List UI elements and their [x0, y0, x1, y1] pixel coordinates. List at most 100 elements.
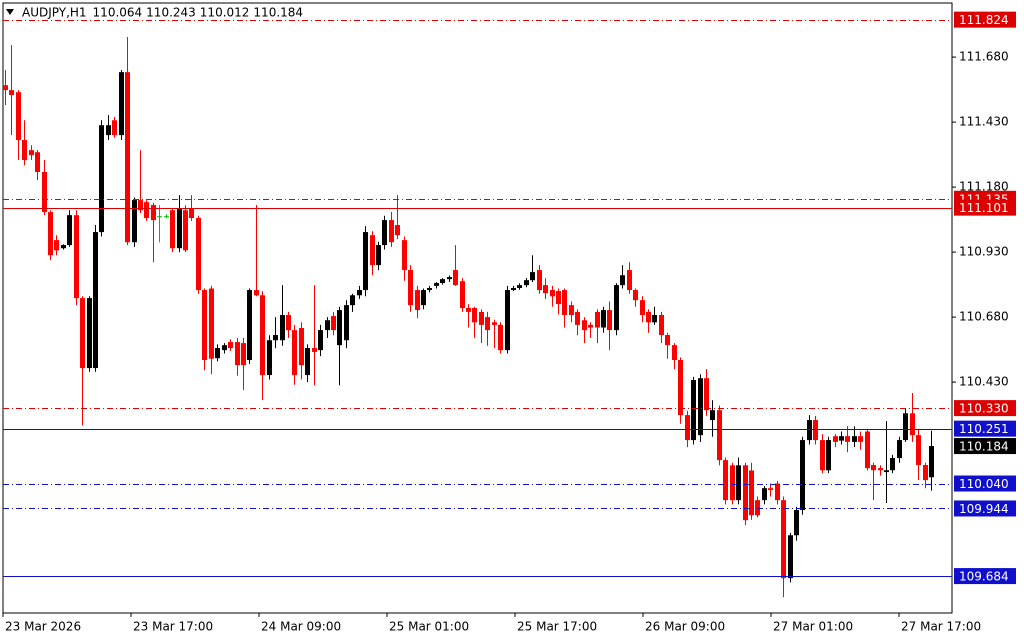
candle-body [730, 465, 735, 501]
candle-body [254, 290, 259, 296]
x-tick-label: 24 Mar 09:00 [261, 620, 341, 634]
candle-body [524, 280, 529, 286]
x-tick-label: 25 Mar 17:00 [517, 620, 597, 634]
candle-body [910, 413, 915, 436]
candle-body [627, 270, 632, 291]
price-tag-label: 109.684 [959, 570, 1009, 584]
candle-body [807, 420, 812, 441]
candle-body [183, 210, 188, 251]
candle-body [241, 343, 246, 366]
candle-body [479, 311, 484, 325]
candle-body [99, 125, 104, 233]
candle-body [460, 281, 465, 308]
price-tag [954, 568, 1016, 585]
candle-body [112, 120, 117, 136]
candle-body [267, 340, 272, 376]
candle-body [247, 290, 252, 361]
header-value: 110.184 [253, 6, 303, 20]
candle-body [395, 225, 400, 236]
x-tick-label: 27 Mar 17:00 [901, 620, 981, 634]
price-tag [954, 475, 1016, 492]
candle-body [884, 470, 889, 473]
candle-body [614, 285, 619, 331]
candle-body [440, 279, 445, 284]
candle-body [768, 488, 773, 491]
x-tick-label: 23 Mar 2026 [5, 620, 81, 634]
candle-body [852, 436, 857, 442]
candle-body [389, 220, 394, 243]
candle-body [620, 275, 625, 286]
candle-body [794, 510, 799, 536]
candle-body [511, 287, 516, 291]
candle-body [189, 208, 194, 219]
candle-body [569, 305, 574, 316]
header: AUDJPY,H1 [6, 6, 87, 20]
candle-body [878, 468, 883, 471]
candle-body [209, 288, 214, 359]
candle-body [633, 290, 638, 301]
candle-body [196, 218, 201, 291]
candle-body [929, 446, 934, 478]
candle-body [9, 90, 14, 96]
candle-body [485, 317, 490, 331]
candle-body [871, 465, 876, 471]
price-tag [954, 420, 1016, 437]
candle-body [138, 200, 143, 211]
candle-body [402, 240, 407, 271]
candle-body [61, 245, 66, 249]
candle-body [498, 324, 503, 351]
header-value: 110.012 [200, 6, 250, 20]
candle-body [228, 342, 233, 349]
candle-body [447, 277, 452, 280]
candle-body [87, 298, 92, 369]
candle-body [408, 270, 413, 306]
candle-body [151, 205, 156, 221]
candle-body [215, 348, 220, 359]
candle-body [382, 220, 387, 246]
candle-body [434, 283, 439, 286]
menu-arrow[interactable] [6, 9, 14, 15]
candle-body [723, 460, 728, 501]
candle-body [588, 324, 593, 328]
candle-body [845, 436, 850, 442]
candle-body [421, 290, 426, 306]
candle-body [202, 290, 207, 361]
candle-body [466, 308, 471, 312]
plot-frame [2, 2, 953, 614]
price-tag-label: 110.184 [959, 440, 1009, 454]
candle-body [453, 270, 458, 286]
y-tick-label: 110.930 [959, 245, 1009, 259]
candle-body [370, 235, 375, 266]
candle-body [858, 436, 863, 442]
candle-body [762, 488, 767, 501]
candle-body [305, 348, 310, 376]
candle-body [710, 410, 715, 421]
candle-body [755, 500, 760, 516]
candle-body [74, 215, 79, 299]
candle-body [331, 316, 336, 331]
candle-body [550, 290, 555, 297]
candle-body [601, 310, 606, 328]
price-tag-label: 110.251 [959, 422, 1009, 436]
candle-body [54, 240, 59, 251]
candle-body [363, 232, 368, 291]
candle-body [659, 315, 664, 336]
candle-body [35, 152, 40, 173]
candle-body [685, 415, 690, 441]
symbol: AUDJPY,H1 [22, 6, 87, 20]
y-tick-label: 110.430 [959, 375, 1009, 389]
candle-body [788, 535, 793, 579]
candle-body [280, 315, 285, 341]
candle-body [839, 436, 844, 441]
candle-body [640, 300, 645, 316]
price-tag-label: 110.330 [959, 402, 1009, 416]
candle-body [22, 140, 27, 161]
header-value: 110.243 [146, 6, 196, 20]
candle-body [800, 440, 805, 511]
y-tick-label: 111.430 [959, 115, 1009, 129]
candle-body [292, 330, 297, 376]
header-value: 110.064 [93, 6, 143, 20]
candle-body [698, 378, 703, 436]
candle-body [350, 295, 355, 306]
candle-body [517, 285, 522, 288]
